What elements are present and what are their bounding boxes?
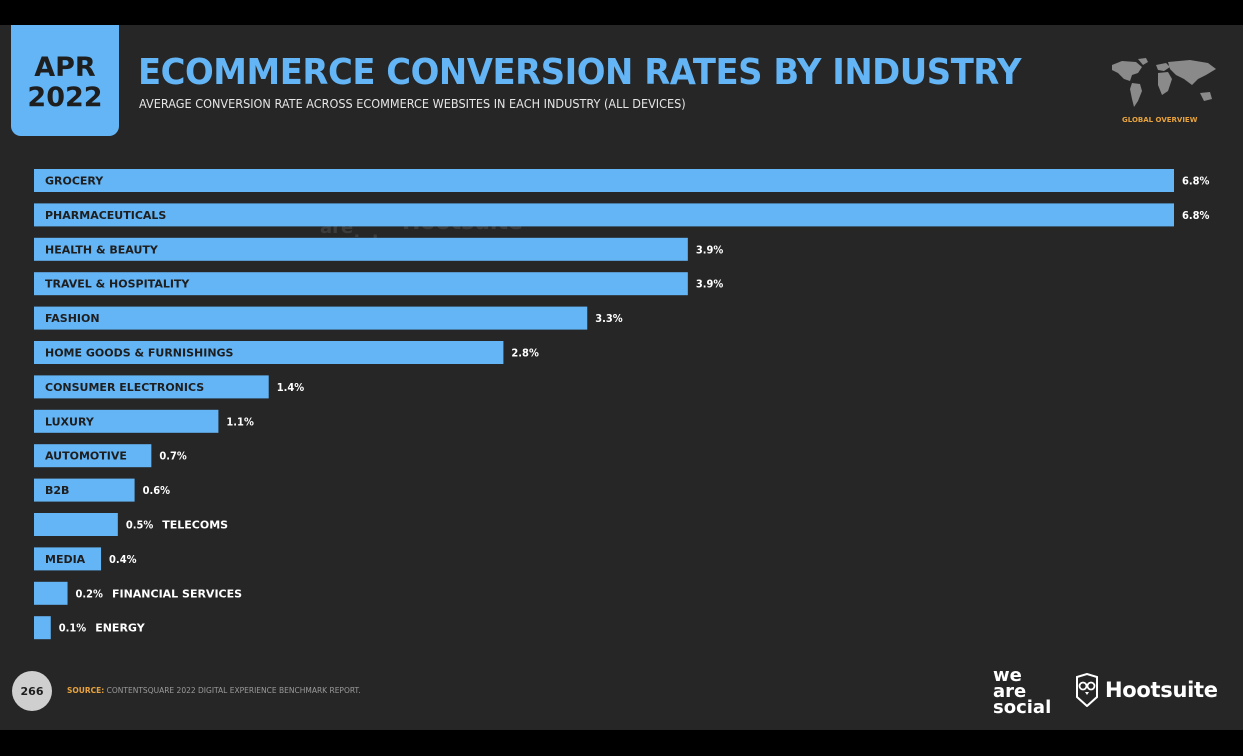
value-label: 1.4% (277, 381, 305, 394)
map-caption: GLOBAL OVERVIEW (1122, 116, 1198, 124)
bar (34, 616, 51, 640)
page-subtitle: AVERAGE CONVERSION RATE ACROSS ECOMMERCE… (139, 97, 686, 111)
category-label: FASHION (45, 312, 100, 325)
bar (34, 513, 118, 536)
bar (34, 375, 269, 399)
value-label: 3.9% (696, 278, 724, 291)
value-label: 6.8% (1182, 209, 1210, 222)
bar (34, 237, 688, 261)
source-text: CONTENTSQUARE 2022 DIGITAL EXPERIENCE BE… (106, 686, 361, 695)
value-label: 0.2% (76, 587, 104, 600)
bar (34, 306, 588, 330)
source-label: SOURCE: (67, 686, 105, 695)
value-label: 6.8% (1182, 175, 1210, 188)
category-label: HEALTH & BEAUTY (45, 243, 159, 256)
wearesocial-logo: we are social (993, 665, 1052, 718)
category-label: LUXURY (45, 415, 95, 428)
value-label: 2.8% (511, 347, 539, 360)
category-label: MEDIA (45, 553, 86, 566)
value-label: 3.3% (595, 312, 623, 325)
category-label: HOME GOODS & FURNISHINGS (45, 347, 234, 360)
bar (34, 581, 68, 605)
page-title: ECOMMERCE CONVERSION RATES BY INDUSTRY (138, 52, 1022, 93)
value-label: 1.1% (226, 415, 254, 428)
value-label: 0.7% (159, 450, 187, 463)
category-label: TRAVEL & HOSPITALITY (45, 278, 190, 291)
value-label: 0.4% (109, 553, 137, 566)
owl-icon (1076, 673, 1098, 707)
date-badge: APR 2022 (11, 25, 119, 136)
category-label: AUTOMOTIVE (45, 450, 127, 463)
value-label: 0.5% (126, 519, 154, 532)
bar (34, 203, 1174, 227)
page-number: 266 (12, 671, 52, 711)
value-label: 3.9% (696, 243, 724, 256)
bar (34, 478, 135, 502)
hootsuite-wordmark: Hootsuite (1105, 678, 1218, 702)
world-map-icon (1112, 58, 1216, 107)
hootsuite-logo: Hootsuite (1074, 673, 1218, 707)
bar (34, 547, 102, 571)
category-label: GROCERY (45, 175, 104, 188)
value-label: 0.6% (143, 484, 171, 497)
category-label: B2B (45, 484, 69, 497)
category-label: FINANCIAL SERVICES (112, 587, 242, 600)
category-label: ENERGY (95, 622, 145, 635)
value-label: 0.1% (59, 622, 87, 635)
date-month: APR (34, 52, 96, 83)
bar (34, 409, 219, 433)
slide: APR 2022 ECOMMERCE CONVERSION RATES BY I… (0, 25, 1243, 730)
category-label: PHARMACEUTICALS (45, 209, 166, 222)
source-note: SOURCE: CONTENTSQUARE 2022 DIGITAL EXPER… (67, 686, 361, 695)
bar (34, 169, 1174, 192)
date-year: 2022 (27, 82, 103, 113)
bar (34, 341, 504, 364)
category-label: TELECOMS (162, 519, 228, 532)
category-label: CONSUMER ELECTRONICS (45, 381, 204, 394)
bar (34, 272, 688, 296)
bar-chart: 6.8% GROCERY 6.8% PHARMACEUTICALS 3.9% HEALTH… (34, 169, 1210, 640)
bar (34, 444, 152, 468)
